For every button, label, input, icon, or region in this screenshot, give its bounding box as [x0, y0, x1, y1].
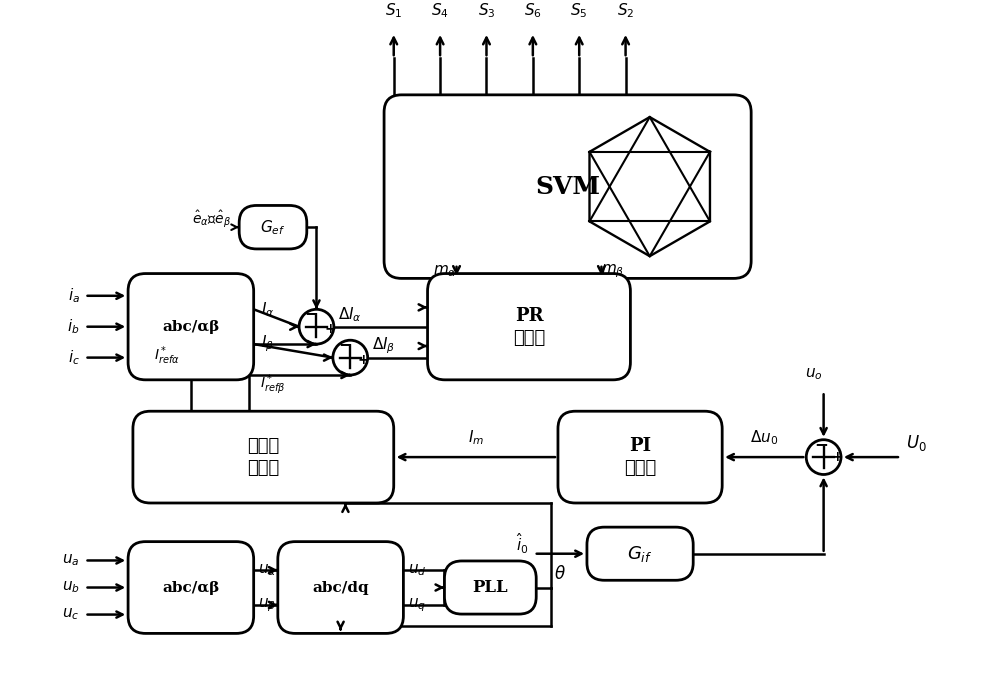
Text: SVM: SVM — [535, 174, 600, 199]
FancyBboxPatch shape — [239, 206, 307, 249]
FancyBboxPatch shape — [278, 542, 403, 634]
FancyBboxPatch shape — [128, 542, 254, 634]
Text: $\Delta I_{\beta}$: $\Delta I_{\beta}$ — [372, 336, 395, 356]
FancyBboxPatch shape — [428, 274, 630, 380]
Text: $S_3$: $S_3$ — [478, 1, 495, 20]
Text: $S_4$: $S_4$ — [431, 1, 449, 20]
FancyBboxPatch shape — [587, 527, 693, 580]
Text: PR
调节器: PR 调节器 — [513, 307, 545, 346]
FancyBboxPatch shape — [133, 411, 394, 503]
Text: $U_0$: $U_0$ — [906, 433, 927, 453]
Text: $\theta$: $\theta$ — [554, 565, 565, 582]
Text: $u_a$: $u_a$ — [62, 552, 80, 568]
Text: $u_{\alpha}$: $u_{\alpha}$ — [258, 562, 277, 578]
Text: $u_o$: $u_o$ — [805, 366, 823, 382]
Text: $u_c$: $u_c$ — [62, 607, 80, 622]
Text: $\Delta u_0$: $\Delta u_0$ — [750, 428, 778, 447]
Text: $u_b$: $u_b$ — [62, 580, 80, 596]
Text: $u_{\beta}$: $u_{\beta}$ — [258, 596, 277, 614]
Text: +: + — [831, 450, 843, 464]
Circle shape — [333, 340, 368, 375]
Text: $G_{ef}$: $G_{ef}$ — [260, 218, 286, 237]
Circle shape — [806, 440, 841, 475]
Text: $I_m$: $I_m$ — [468, 428, 484, 447]
Text: $I^*_{ref\alpha}$: $I^*_{ref\alpha}$ — [154, 344, 180, 367]
Text: +: + — [324, 321, 336, 335]
Text: $S_1$: $S_1$ — [385, 1, 402, 20]
Text: $I^*_{ref\beta}$: $I^*_{ref\beta}$ — [260, 372, 286, 397]
Text: −: − — [305, 304, 319, 322]
Text: $m_{\alpha}$: $m_{\alpha}$ — [433, 263, 457, 279]
Text: $u_d$: $u_d$ — [408, 562, 427, 578]
Text: −: − — [338, 335, 352, 353]
FancyBboxPatch shape — [558, 411, 722, 503]
Text: $u_q$: $u_q$ — [408, 596, 426, 614]
Text: abc/dq: abc/dq — [312, 580, 369, 594]
Text: $i_a$: $i_a$ — [68, 286, 80, 305]
Text: $i_b$: $i_b$ — [67, 317, 80, 336]
Text: $S_5$: $S_5$ — [570, 1, 588, 20]
Text: $m_{\beta}$: $m_{\beta}$ — [601, 262, 625, 280]
FancyBboxPatch shape — [384, 95, 751, 279]
Text: PI
调节器: PI 调节器 — [624, 437, 656, 477]
FancyBboxPatch shape — [128, 274, 254, 380]
Text: 产生参
考电流: 产生参 考电流 — [247, 437, 279, 477]
Text: $\Delta I_{\alpha}$: $\Delta I_{\alpha}$ — [338, 306, 361, 325]
Circle shape — [299, 309, 334, 344]
Text: $S_6$: $S_6$ — [524, 1, 542, 20]
Text: abc/αβ: abc/αβ — [162, 320, 219, 334]
Text: $i_c$: $i_c$ — [68, 349, 80, 367]
Text: $I_{\beta}$: $I_{\beta}$ — [261, 334, 274, 354]
Text: +: + — [358, 353, 370, 367]
Text: abc/αβ: abc/αβ — [162, 580, 219, 594]
Text: PLL: PLL — [473, 579, 508, 596]
Text: $G_{if}$: $G_{if}$ — [627, 544, 653, 564]
FancyBboxPatch shape — [444, 561, 536, 614]
Text: −: − — [815, 435, 829, 453]
Text: $\hat{i}_0$: $\hat{i}_0$ — [516, 532, 529, 556]
Text: $S_2$: $S_2$ — [617, 1, 634, 20]
Text: $I_{\alpha}$: $I_{\alpha}$ — [261, 300, 275, 318]
Text: $\hat{e}_{\alpha}$、$\hat{e}_{\beta}$: $\hat{e}_{\alpha}$、$\hat{e}_{\beta}$ — [192, 209, 231, 230]
